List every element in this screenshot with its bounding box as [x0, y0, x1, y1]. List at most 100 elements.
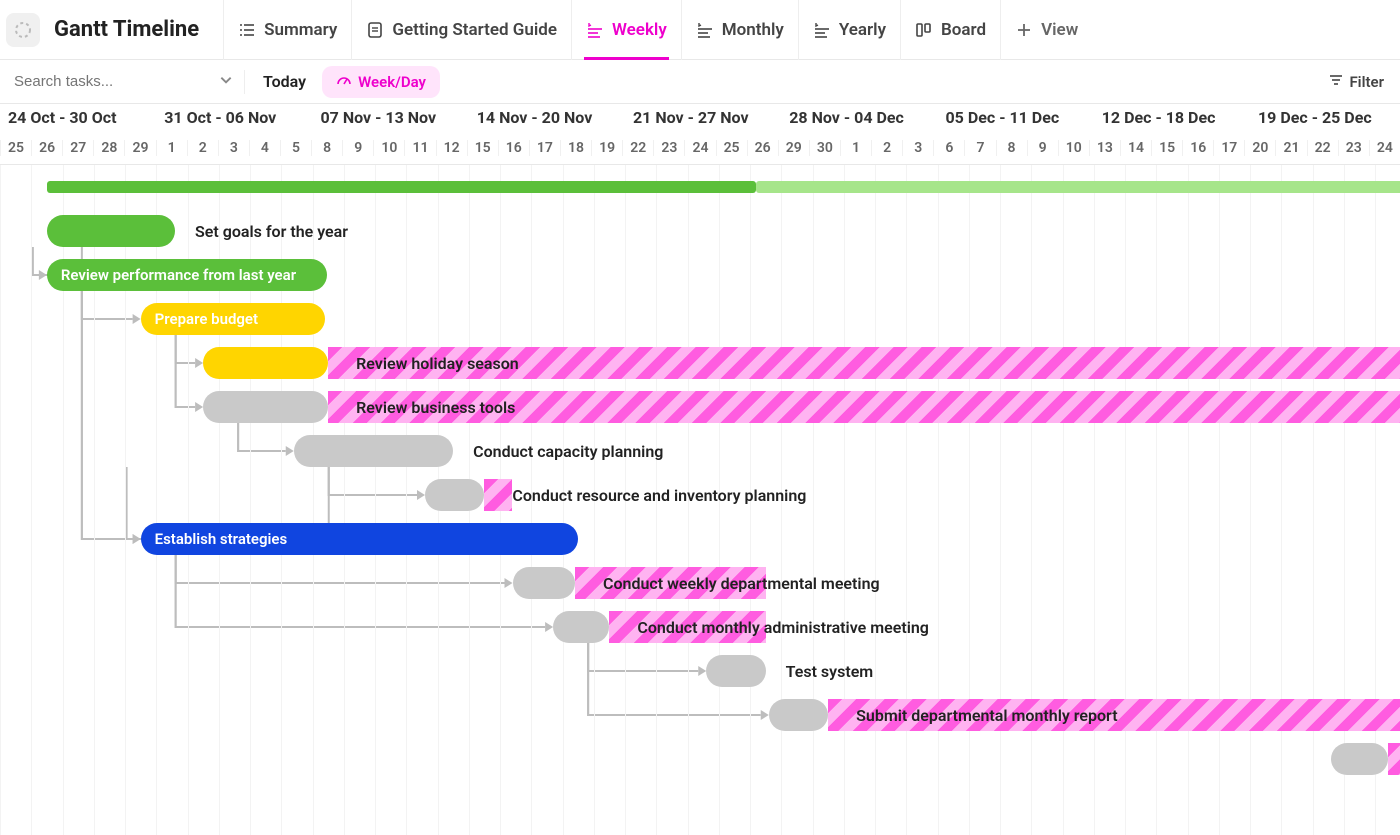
task-bar[interactable]	[706, 655, 765, 687]
day-cell[interactable]: 30	[809, 140, 840, 156]
day-cell[interactable]: 8	[311, 140, 342, 156]
add-view-button[interactable]: View	[1000, 0, 1092, 60]
task-label: Set goals for the year	[195, 215, 348, 247]
day-cell[interactable]: 1	[156, 140, 187, 156]
timeline-icon	[813, 21, 831, 39]
filter-button[interactable]: Filter	[1319, 69, 1394, 95]
week-label: 14 Nov - 20 Nov	[477, 108, 593, 127]
task-bar[interactable]	[47, 215, 175, 247]
today-button[interactable]: Today	[255, 68, 314, 95]
tab-label: Summary	[264, 20, 337, 40]
task-overdue-extension[interactable]	[484, 479, 512, 511]
gantt-chart[interactable]: Set goals for the year Review performance…	[0, 165, 1400, 835]
task-bar[interactable]	[203, 391, 328, 423]
day-cell[interactable]: 19	[591, 140, 622, 156]
tab-guide[interactable]: Getting Started Guide	[351, 0, 571, 60]
day-cell[interactable]: 9	[1027, 140, 1058, 156]
task-bar[interactable]: Establish strategies	[141, 523, 579, 555]
app-icon	[6, 13, 40, 47]
zoom-toggle[interactable]: Week/Day	[322, 66, 440, 98]
task-overdue-extension[interactable]	[1388, 743, 1400, 775]
day-cell[interactable]: 18	[560, 140, 591, 156]
day-cell[interactable]: 3	[218, 140, 249, 156]
day-cell[interactable]: 29	[778, 140, 809, 156]
search-input[interactable]	[14, 73, 213, 90]
tab-summary[interactable]: Summary	[223, 0, 351, 60]
tab-board[interactable]: Board	[900, 0, 1000, 60]
day-cell[interactable]: 20	[1244, 140, 1275, 156]
task-bar[interactable]	[553, 611, 609, 643]
day-cell[interactable]: 25	[0, 140, 31, 156]
tab-monthly[interactable]: Monthly	[681, 0, 798, 60]
day-cell[interactable]: 23	[1338, 140, 1369, 156]
day-cell[interactable]: 28	[93, 140, 124, 156]
task-bar[interactable]	[769, 699, 828, 731]
divider	[244, 70, 245, 94]
day-cell[interactable]: 3	[902, 140, 933, 156]
day-cell[interactable]: 15	[467, 140, 498, 156]
day-cell[interactable]: 26	[31, 140, 62, 156]
tab-yearly[interactable]: Yearly	[798, 0, 900, 60]
task-label: Conduct monthly administrative meeting	[637, 611, 929, 643]
day-cell[interactable]: 10	[1058, 140, 1089, 156]
tab-label: Getting Started Guide	[392, 20, 557, 40]
week-label: 12 Dec - 18 Dec	[1102, 108, 1216, 127]
day-cell[interactable]: 21	[1275, 140, 1306, 156]
day-cell[interactable]: 22	[1307, 140, 1338, 156]
week-label: 31 Oct - 06 Nov	[164, 108, 276, 127]
day-cell[interactable]: 23	[653, 140, 684, 156]
filter-label: Filter	[1349, 73, 1384, 91]
day-cell[interactable]: 24	[1369, 140, 1400, 156]
day-cell[interactable]: 17	[1213, 140, 1244, 156]
search-box[interactable]	[6, 73, 234, 91]
task-label: Review holiday season	[356, 347, 519, 379]
task-bar[interactable]	[425, 479, 484, 511]
day-cell[interactable]: 10	[373, 140, 404, 156]
day-cell[interactable]: 17	[529, 140, 560, 156]
day-cell[interactable]: 5	[280, 140, 311, 156]
task-bar[interactable]: Review performance from last year	[47, 259, 327, 291]
day-cell[interactable]: 6	[933, 140, 964, 156]
day-cell[interactable]: 14	[1120, 140, 1151, 156]
task-label: Review business tools	[356, 391, 515, 423]
add-view-label: View	[1041, 20, 1078, 40]
summary-progress	[47, 181, 756, 193]
day-cell[interactable]: 13	[1089, 140, 1120, 156]
day-cell[interactable]: 15	[1151, 140, 1182, 156]
tab-weekly[interactable]: Weekly	[571, 0, 681, 60]
day-cell[interactable]: 22	[622, 140, 653, 156]
day-cell[interactable]: 26	[747, 140, 778, 156]
day-cell[interactable]: 16	[498, 140, 529, 156]
day-cell[interactable]: 27	[62, 140, 93, 156]
top-bar: Gantt Timeline Summary Getting Started G…	[0, 0, 1400, 60]
week-label: 05 Dec - 11 Dec	[946, 108, 1060, 127]
day-cell[interactable]: 1	[840, 140, 871, 156]
day-cell[interactable]: 12	[436, 140, 467, 156]
task-bar[interactable]	[203, 347, 328, 379]
day-cell[interactable]: 8	[996, 140, 1027, 156]
day-cell[interactable]: 29	[124, 140, 155, 156]
tab-label: Monthly	[722, 20, 784, 40]
day-cell[interactable]: 25	[716, 140, 747, 156]
day-cell[interactable]: 9	[342, 140, 373, 156]
page-title: Gantt Timeline	[54, 17, 199, 42]
task-bar[interactable]	[513, 567, 576, 599]
day-cell[interactable]: 7	[964, 140, 995, 156]
day-cell[interactable]: 24	[684, 140, 715, 156]
filter-icon	[1329, 73, 1343, 91]
list-icon	[238, 21, 256, 39]
week-label: 21 Nov - 27 Nov	[633, 108, 749, 127]
day-cell[interactable]: 4	[249, 140, 280, 156]
chevron-down-icon[interactable]	[219, 73, 233, 91]
task-bar[interactable]	[294, 435, 453, 467]
week-label: 24 Oct - 30 Oct	[8, 108, 117, 127]
plus-icon	[1015, 21, 1033, 39]
day-cell[interactable]: 16	[1182, 140, 1213, 156]
task-bar[interactable]: Prepare budget	[141, 303, 325, 335]
tab-label: Board	[941, 20, 986, 40]
day-cell[interactable]: 11	[404, 140, 435, 156]
timeline-icon	[586, 21, 604, 39]
day-cell[interactable]: 2	[871, 140, 902, 156]
task-bar[interactable]	[1331, 743, 1387, 775]
day-cell[interactable]: 2	[187, 140, 218, 156]
